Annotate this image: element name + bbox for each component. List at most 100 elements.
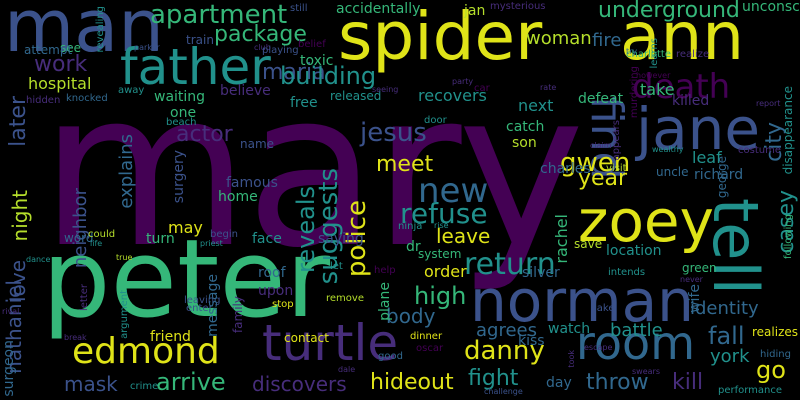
word: watch [548, 321, 591, 337]
word: upon [258, 283, 294, 299]
word: george [715, 156, 729, 199]
word: escape [584, 343, 613, 352]
word: leaf [692, 148, 722, 167]
word: good [378, 351, 403, 362]
word: toxic [300, 53, 334, 69]
word: danny [464, 336, 545, 366]
word: peter [42, 217, 331, 342]
word: oscar [416, 343, 444, 354]
word: building [280, 62, 377, 90]
word: tell [699, 198, 772, 295]
word: letter [79, 284, 90, 312]
word: waiting [154, 89, 206, 105]
word: see [60, 41, 82, 55]
word: train [186, 33, 214, 47]
word: however [636, 71, 671, 80]
word: challenge [484, 387, 523, 396]
word: dale [338, 365, 356, 374]
word: report [756, 99, 781, 108]
word: dr [406, 239, 421, 255]
word: dinner [410, 331, 443, 342]
word: maria [262, 60, 326, 85]
word: york [710, 346, 750, 367]
word: rise [434, 221, 449, 230]
word: stop [272, 299, 294, 310]
word: family [231, 296, 245, 334]
word: revealing [95, 6, 106, 53]
word: wealthy [652, 145, 684, 154]
word: fire [592, 30, 622, 51]
word: swears [632, 367, 660, 376]
word: year [578, 166, 628, 191]
word: performance [718, 385, 783, 396]
word: visit [606, 163, 627, 174]
word: murdering [629, 66, 640, 119]
word: true [116, 253, 133, 262]
word: package [214, 22, 307, 47]
word: man [4, 0, 164, 68]
word: woman [526, 28, 592, 49]
word: day [546, 375, 572, 391]
word: car [474, 83, 490, 94]
word: contact [284, 331, 329, 345]
word: silver [522, 265, 560, 281]
word: surgery [171, 150, 187, 204]
word: let [330, 261, 343, 272]
word: throw [586, 370, 649, 395]
word: released [330, 89, 382, 103]
word: new [418, 171, 489, 211]
word: word [64, 231, 94, 245]
word: high [414, 282, 467, 310]
word: saying [318, 231, 364, 247]
word: costume [738, 145, 781, 156]
word: remove [326, 293, 364, 304]
word: son [512, 135, 537, 151]
word: enter [186, 303, 213, 314]
word: friend [150, 329, 191, 345]
word: uncle [656, 165, 689, 179]
word: one [170, 105, 197, 121]
word: hideout [370, 370, 454, 395]
word: green [682, 261, 717, 275]
word: door [424, 115, 447, 126]
word: dance [26, 255, 51, 264]
word: charles [540, 161, 591, 177]
word: accidentally [336, 1, 421, 17]
word: life [90, 239, 103, 248]
word: work [34, 52, 88, 77]
word: famous [226, 175, 278, 191]
word: free [290, 95, 318, 111]
word: turn [146, 231, 175, 247]
word: leaving [184, 295, 221, 306]
word: party [452, 77, 474, 86]
word: spider [338, 0, 543, 75]
word: rate [540, 83, 557, 92]
word: parker [134, 43, 160, 52]
word: face [252, 231, 282, 247]
word: location [606, 243, 662, 259]
word: catch [506, 119, 545, 135]
word: ninja [398, 221, 423, 232]
word: surgeon [1, 340, 17, 397]
word: argument [119, 290, 130, 339]
word: name [240, 137, 275, 151]
word: rival [2, 307, 20, 316]
word: priest [200, 239, 223, 248]
word: order [424, 262, 467, 281]
word: plane [377, 282, 393, 321]
word: belief [298, 39, 326, 50]
word: away [118, 85, 145, 96]
word: still [290, 3, 308, 14]
word: system [418, 247, 462, 261]
word: richard [694, 167, 744, 183]
word: mask [64, 372, 118, 396]
word: turtle [262, 314, 399, 372]
word: took [567, 350, 576, 368]
word: leave [436, 224, 491, 248]
word: mary [40, 44, 585, 295]
word: playing [262, 45, 299, 56]
word: try [626, 47, 638, 56]
word: kiss [518, 333, 545, 349]
word: break [64, 333, 87, 342]
